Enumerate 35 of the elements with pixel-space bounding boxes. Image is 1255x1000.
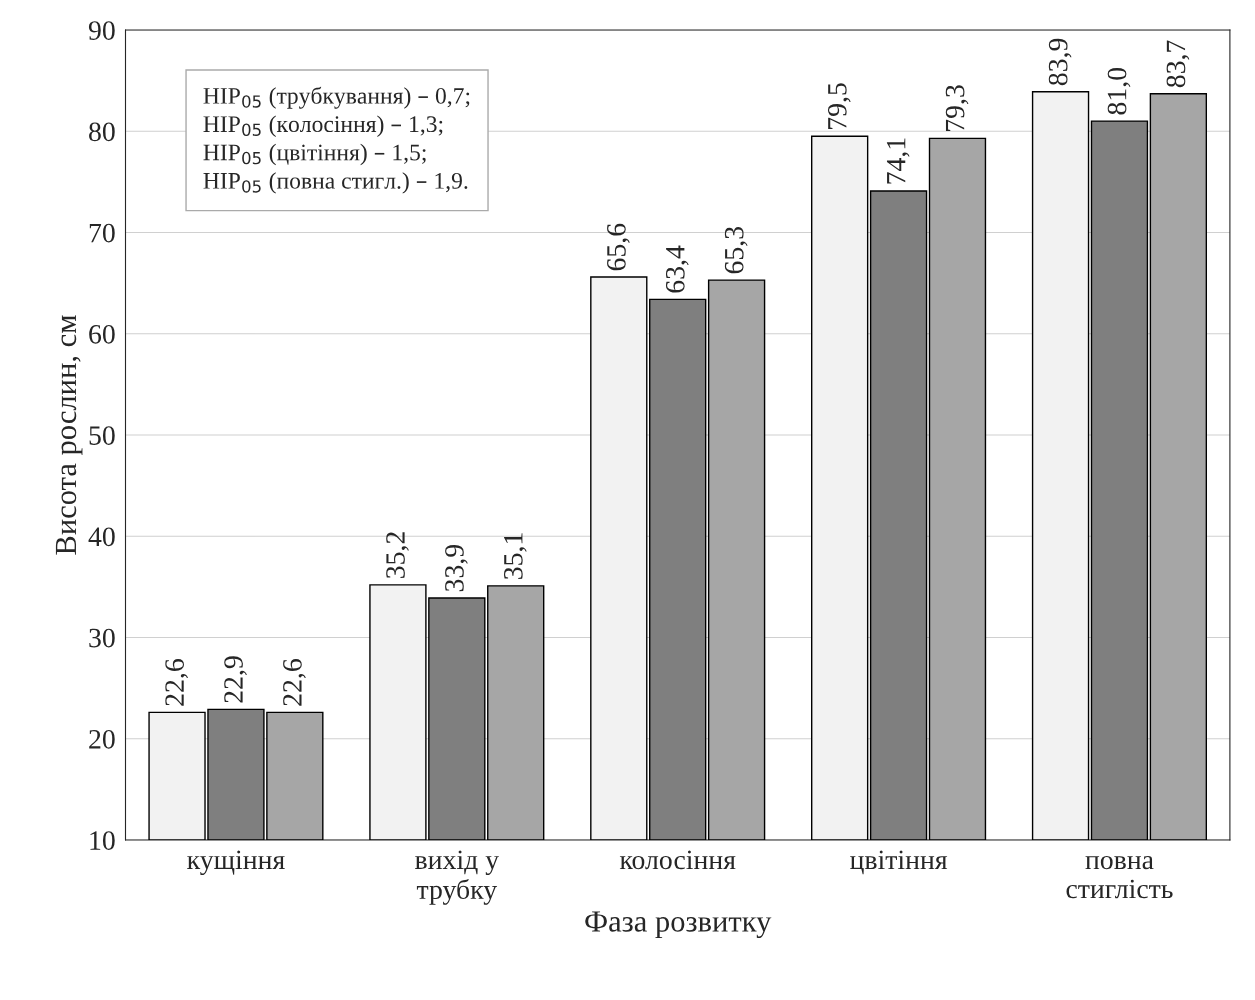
data-label: 22,6	[283, 659, 306, 706]
data-label: 35,1	[504, 533, 527, 579]
x-tick-label: колосіння	[619, 850, 736, 870]
data-label: 63,4	[665, 245, 689, 293]
x-tick-label: цвітіння	[850, 850, 948, 875]
data-label: 79,5	[827, 83, 851, 129]
y-tick-label: 20	[89, 729, 115, 749]
y-tick-label: 80	[89, 122, 115, 142]
x-tick-label: повна стиглість	[1066, 855, 1173, 899]
data-label: 83,7	[1166, 40, 1190, 88]
x-axis-title: Фаза розвитку	[585, 911, 772, 939]
y-tick-label: 40	[88, 527, 115, 547]
data-label: 33,9	[445, 544, 468, 592]
annotation: НІР$_{05}$ (трубкування) – 0,7;	[203, 86, 470, 109]
data-label: 81,0	[1107, 68, 1131, 115]
y-axis-title: Висота рослин, см	[55, 315, 83, 555]
data-label: 22,9	[224, 656, 247, 703]
y-tick-label: 90	[88, 21, 115, 40]
data-label: 35,2	[386, 532, 409, 578]
x-tick-label: вихід у трубку	[415, 850, 499, 905]
y-tick-label: 50	[89, 426, 115, 445]
data-label: 74,1	[886, 138, 910, 184]
y-tick-label: 70	[89, 223, 115, 243]
data-label: 65,6	[607, 223, 630, 271]
data-label: 65,3	[724, 227, 748, 274]
x-tick-label: кущіння	[187, 850, 285, 875]
data-label: 22,6	[165, 659, 188, 706]
annotation: НІР$_{05}$ (повна стигл.) – 1,9.	[203, 172, 468, 194]
y-tick-label: 30	[89, 628, 115, 648]
y-tick-label: 60	[89, 324, 115, 344]
data-label: 83,9	[1048, 38, 1072, 86]
annotation: НІР$_{05}$ (цвітіння) – 1,5;	[203, 143, 426, 166]
y-tick-label: 10	[90, 831, 115, 850]
data-label: 79,3	[945, 85, 969, 131]
annotation: НІР$_{05}$ (колосіння) – 1,3;	[203, 115, 443, 137]
